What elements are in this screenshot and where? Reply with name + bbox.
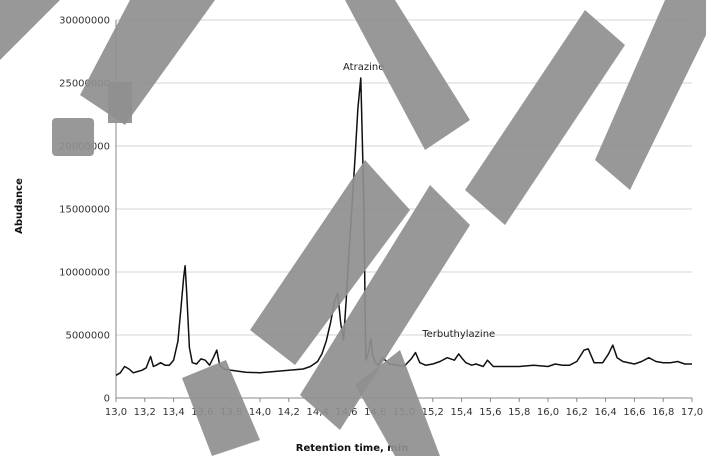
watermark-stroke (182, 360, 260, 456)
watermark-stroke (250, 160, 410, 365)
x-tick-label: 13,4 (162, 407, 184, 418)
y-tick-label: 5000000 (65, 331, 110, 342)
x-tick-label: 13,0 (105, 407, 127, 418)
watermark-stroke (0, 0, 60, 60)
x-tick-label: 15,6 (479, 407, 501, 418)
watermark-stroke (465, 10, 625, 225)
x-tick-label: 15,2 (422, 407, 444, 418)
y-tick-label: 10000000 (59, 268, 110, 279)
y-tick-label: 15000000 (59, 205, 110, 216)
x-tick-label: 15,8 (508, 407, 530, 418)
x-tick-label: 14,2 (278, 407, 300, 418)
y-tick-label: 0 (104, 394, 110, 405)
x-tick-label: 16,2 (566, 407, 588, 418)
x-tick-label: 14,0 (249, 407, 271, 418)
x-tick-label: 16,0 (537, 407, 559, 418)
x-tick-label: 13,2 (134, 407, 156, 418)
watermark-block (52, 118, 94, 156)
peak-annotation: Atrazine (343, 62, 384, 73)
peak-annotations: Atrazine Terbuthylazine (343, 62, 495, 340)
watermark-stroke (300, 185, 470, 430)
y-tick-label: 30000000 (59, 16, 110, 27)
chromatogram-trace (115, 77, 692, 376)
y-tick-label: 25000000 (59, 79, 110, 90)
peak-annotation: Terbuthylazine (421, 329, 495, 340)
x-tick-label: 16,8 (652, 407, 674, 418)
watermark-stroke (355, 350, 440, 456)
watermark-stroke (595, 0, 706, 190)
watermark-stroke (345, 0, 470, 150)
x-tick-label: 16,4 (594, 407, 616, 418)
x-tick-label: 17,0 (681, 407, 703, 418)
x-tick-label: 16,6 (623, 407, 645, 418)
x-tick-label: 14,4 (306, 407, 328, 418)
x-axis-title: Retention time, min (296, 443, 409, 454)
y-axis-title: Abudance (14, 178, 25, 234)
watermark-block (108, 82, 132, 123)
x-tick-label: 15,4 (450, 407, 472, 418)
